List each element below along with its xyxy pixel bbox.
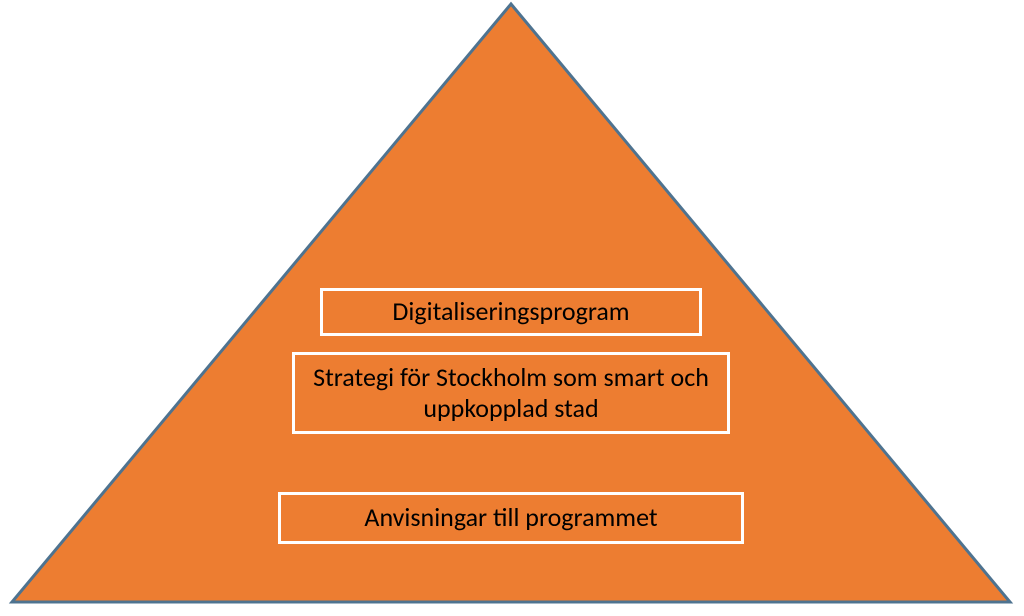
pyramid-box-middle-label: Strategi för Stockholm som smart och upp…: [303, 362, 719, 424]
pyramid-box-top-label: Digitaliseringsprogram: [392, 296, 629, 327]
pyramid-box-middle: Strategi för Stockholm som smart och upp…: [292, 352, 730, 434]
pyramid-box-bottom: Anvisningar till programmet: [278, 492, 744, 544]
pyramid-diagram: Digitaliseringsprogram Strategi för Stoc…: [0, 0, 1024, 616]
pyramid-box-top: Digitaliseringsprogram: [320, 288, 702, 336]
pyramid-box-bottom-label: Anvisningar till programmet: [364, 502, 657, 533]
